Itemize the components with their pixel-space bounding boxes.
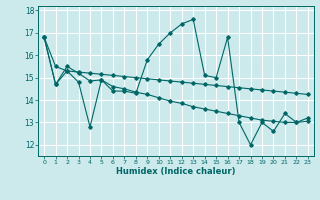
X-axis label: Humidex (Indice chaleur): Humidex (Indice chaleur) [116, 167, 236, 176]
